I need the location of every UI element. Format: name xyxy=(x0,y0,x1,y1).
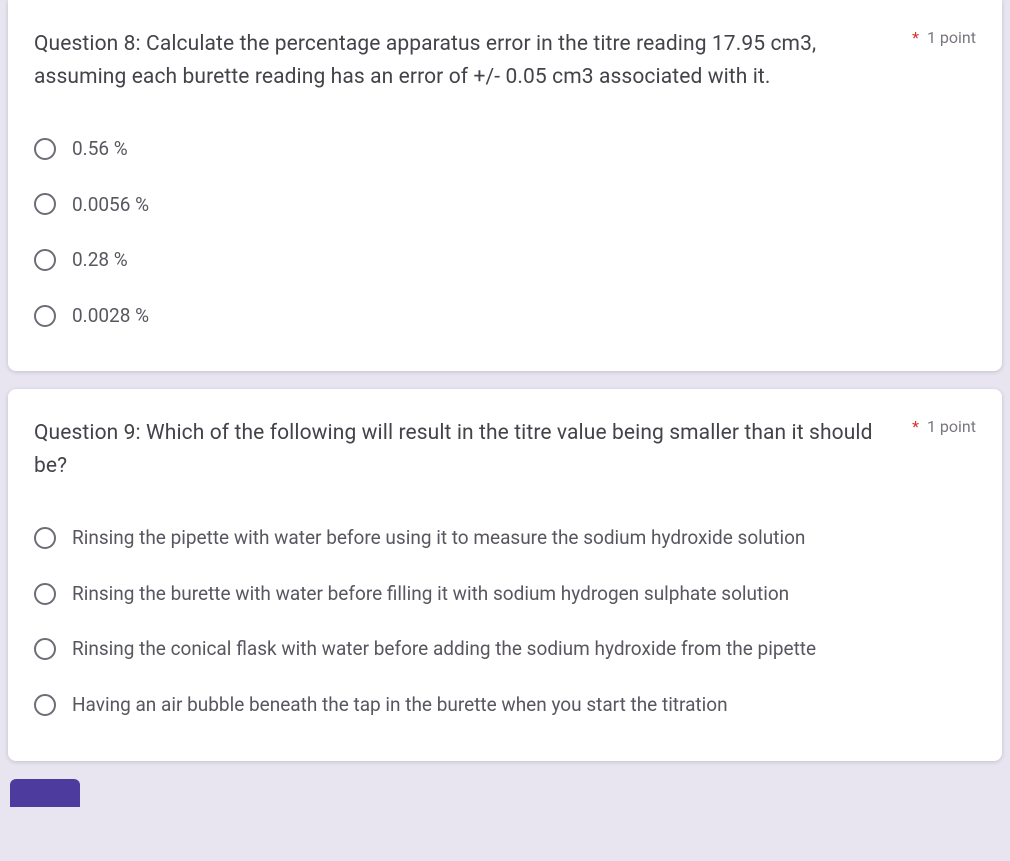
option-row[interactable]: Rinsing the conical flask with water bef… xyxy=(34,621,976,677)
option-label: 0.0028 % xyxy=(72,302,149,330)
radio-icon[interactable] xyxy=(34,583,56,605)
option-label: 0.0056 % xyxy=(72,191,149,219)
radio-icon[interactable] xyxy=(34,249,56,271)
question-8-text: Question 8: Calculate the percentage app… xyxy=(34,32,816,89)
question-text: Question 8: Calculate the percentage app… xyxy=(34,28,906,93)
option-label: Rinsing the burette with water before fi… xyxy=(72,580,789,608)
radio-icon[interactable] xyxy=(34,138,56,160)
options-list: 0.56 % 0.0056 % 0.28 % 0.0028 % xyxy=(34,121,976,343)
points-wrapper: * 1 point xyxy=(906,28,976,47)
points-wrapper: * 1 point xyxy=(906,417,976,436)
option-label: 0.56 % xyxy=(72,135,128,163)
option-row[interactable]: 0.56 % xyxy=(34,121,976,177)
radio-icon[interactable] xyxy=(34,638,56,660)
option-label: Rinsing the conical flask with water bef… xyxy=(72,635,816,663)
option-row[interactable]: Having an air bubble beneath the tap in … xyxy=(34,677,976,733)
option-row[interactable]: Rinsing the burette with water before fi… xyxy=(34,566,976,622)
radio-icon[interactable] xyxy=(34,305,56,327)
option-row[interactable]: Rinsing the pipette with water before us… xyxy=(34,510,976,566)
question-text: Question 9: Which of the following will … xyxy=(34,417,906,482)
radio-icon[interactable] xyxy=(34,694,56,716)
question-9-text: Question 9: Which of the following will … xyxy=(34,421,873,478)
question-card-8: Question 8: Calculate the percentage app… xyxy=(8,0,1002,371)
submit-button[interactable] xyxy=(10,779,80,807)
points-label: 1 point xyxy=(927,28,976,47)
option-row[interactable]: 0.0056 % xyxy=(34,177,976,233)
option-label: 0.28 % xyxy=(72,246,128,274)
option-label: Rinsing the pipette with water before us… xyxy=(72,524,805,552)
option-row[interactable]: 0.0028 % xyxy=(34,288,976,344)
question-header: Question 9: Which of the following will … xyxy=(34,417,976,482)
question-card-9: Question 9: Which of the following will … xyxy=(8,389,1002,760)
points-label: 1 point xyxy=(927,417,976,436)
question-header: Question 8: Calculate the percentage app… xyxy=(34,28,976,93)
option-row[interactable]: 0.28 % xyxy=(34,232,976,288)
radio-icon[interactable] xyxy=(34,193,56,215)
radio-icon[interactable] xyxy=(34,527,56,549)
required-asterisk: * xyxy=(912,417,919,436)
option-label: Having an air bubble beneath the tap in … xyxy=(72,691,728,719)
options-list: Rinsing the pipette with water before us… xyxy=(34,510,976,732)
required-asterisk: * xyxy=(912,28,919,47)
